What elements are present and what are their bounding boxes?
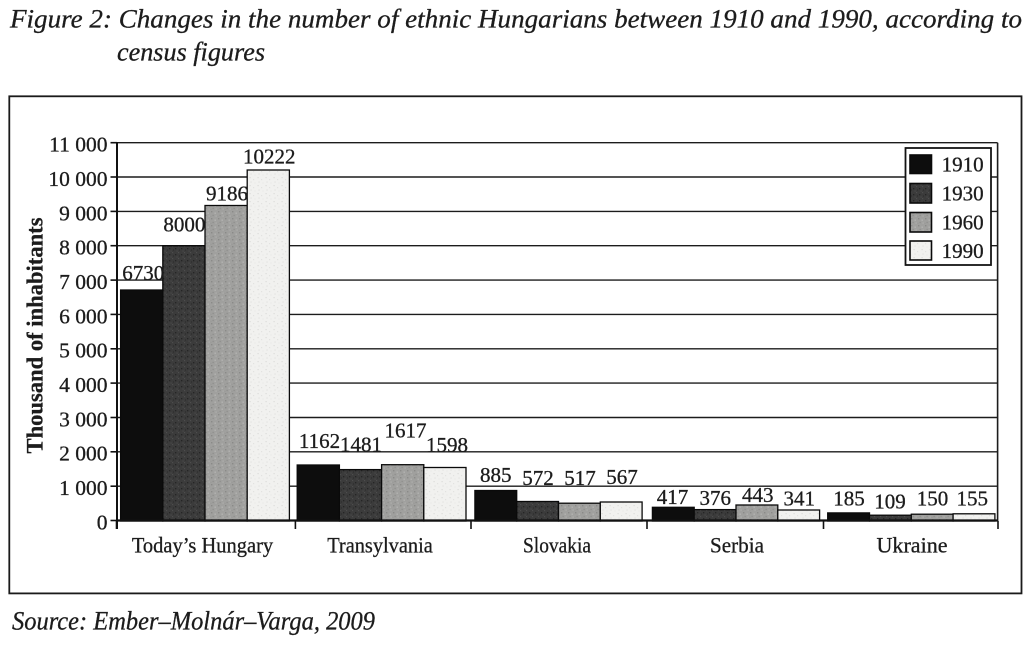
svg-text:6 000: 6 000: [59, 304, 107, 328]
svg-text:109: 109: [874, 490, 906, 514]
svg-text:3 000: 3 000: [59, 407, 107, 431]
svg-text:10 000: 10 000: [48, 167, 107, 191]
svg-text:Today’s Hungary: Today’s Hungary: [132, 533, 274, 558]
svg-text:185: 185: [833, 487, 865, 511]
svg-text:150: 150: [917, 487, 949, 511]
svg-text:6730: 6730: [122, 261, 164, 285]
svg-text:11 000: 11 000: [49, 133, 107, 157]
svg-text:2 000: 2 000: [59, 442, 107, 466]
svg-text:Serbia: Serbia: [710, 533, 764, 558]
svg-text:517: 517: [564, 466, 596, 490]
svg-text:census figures: census figures: [117, 37, 265, 67]
svg-text:443: 443: [742, 483, 774, 507]
svg-text:1598: 1598: [426, 433, 468, 457]
svg-text:4 000: 4 000: [59, 373, 107, 397]
svg-text:1960: 1960: [942, 210, 984, 234]
svg-text:Thousand of inhabitants: Thousand of inhabitants: [23, 218, 49, 454]
svg-text:9 000: 9 000: [59, 201, 107, 225]
svg-text:Transylvania: Transylvania: [327, 533, 433, 558]
svg-text:Source: Ember–Molnár–Varga, 20: Source: Ember–Molnár–Varga, 2009: [12, 607, 375, 636]
svg-text:8000: 8000: [163, 212, 205, 236]
svg-text:567: 567: [606, 465, 638, 489]
svg-text:1990: 1990: [942, 239, 984, 263]
svg-text:0: 0: [97, 510, 108, 534]
svg-text:155: 155: [957, 487, 989, 511]
svg-text:1162: 1162: [299, 429, 340, 453]
svg-text:Ukraine: Ukraine: [877, 533, 948, 558]
svg-text:1 000: 1 000: [59, 476, 107, 500]
svg-text:Figure 2: Changes in the numbe: Figure 2: Changes in the number of ethni…: [9, 4, 1022, 34]
svg-text:572: 572: [522, 466, 554, 490]
svg-text:7 000: 7 000: [59, 270, 107, 294]
svg-text:9186: 9186: [206, 182, 248, 206]
svg-text:8 000: 8 000: [59, 236, 107, 260]
svg-text:5 000: 5 000: [59, 339, 107, 363]
svg-text:1930: 1930: [942, 181, 984, 205]
svg-text:417: 417: [657, 485, 689, 509]
svg-text:Slovakia: Slovakia: [523, 533, 591, 558]
svg-text:1910: 1910: [942, 152, 984, 176]
svg-text:1481: 1481: [340, 433, 382, 457]
svg-text:1617: 1617: [385, 419, 427, 443]
svg-text:885: 885: [480, 463, 512, 487]
svg-text:341: 341: [784, 487, 816, 511]
svg-text:376: 376: [700, 486, 732, 510]
svg-text:10222: 10222: [243, 145, 296, 169]
